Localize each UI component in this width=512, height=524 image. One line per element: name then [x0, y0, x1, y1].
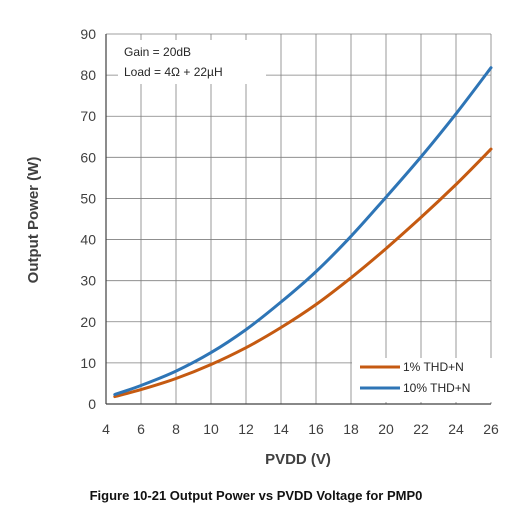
x-tick-label: 4: [102, 421, 110, 437]
y-axis-title: Output Power (W): [25, 157, 42, 284]
x-tick-label: 12: [238, 421, 254, 437]
y-tick-label: 80: [80, 67, 96, 83]
y-tick-label: 40: [80, 232, 96, 248]
x-tick-label: 18: [343, 421, 359, 437]
series-line-1pct-thdn: [113, 147, 493, 399]
x-tick-label: 16: [308, 421, 324, 437]
y-tick-label: 70: [80, 108, 96, 124]
x-tick-label: 8: [172, 421, 180, 437]
legend: 1% THD+N 10% THD+N: [352, 358, 492, 402]
x-tick-label: 26: [483, 421, 499, 437]
y-tick-labels: 0 10 20 30 40 50 60 70 80 90: [80, 26, 96, 412]
series-line-10pct-thdn: [113, 66, 493, 396]
figure-caption: Figure 10-21 Output Power vs PVDD Voltag…: [89, 488, 423, 503]
x-tick-label: 24: [448, 421, 464, 437]
x-axis-title: PVDD (V): [265, 451, 331, 468]
legend-label-1pct: 1% THD+N: [403, 360, 464, 374]
y-tick-label: 30: [80, 273, 96, 289]
y-tick-label: 60: [80, 149, 96, 165]
grid: [106, 33, 492, 404]
x-tick-labels: 4 6 8 10 12 14 16 18 20 22 24 26: [102, 421, 499, 437]
series-lines: [113, 66, 493, 399]
y-tick-label: 50: [80, 190, 96, 206]
y-tick-label: 20: [80, 314, 96, 330]
y-tick-label: 90: [80, 26, 96, 42]
legend-backdrop: [352, 358, 492, 402]
x-tick-label: 20: [378, 421, 394, 437]
legend-label-10pct: 10% THD+N: [403, 381, 470, 395]
y-tick-label: 0: [88, 396, 96, 412]
x-tick-label: 14: [273, 421, 289, 437]
axes: [105, 34, 491, 405]
output-power-chart: 0 10 20 30 40 50 60 70 80 90 4 6 8 10 12 14 16 18 20 22 24 2…: [25, 26, 499, 468]
x-tick-label: 22: [413, 421, 429, 437]
annotation-gain: Gain = 20dB: [124, 45, 191, 59]
annotation-backdrop: [118, 40, 266, 84]
x-tick-label: 10: [203, 421, 219, 437]
annotation-load: Load = 4Ω + 22µH: [124, 65, 223, 79]
x-tick-label: 6: [137, 421, 145, 437]
y-tick-label: 10: [80, 355, 96, 371]
